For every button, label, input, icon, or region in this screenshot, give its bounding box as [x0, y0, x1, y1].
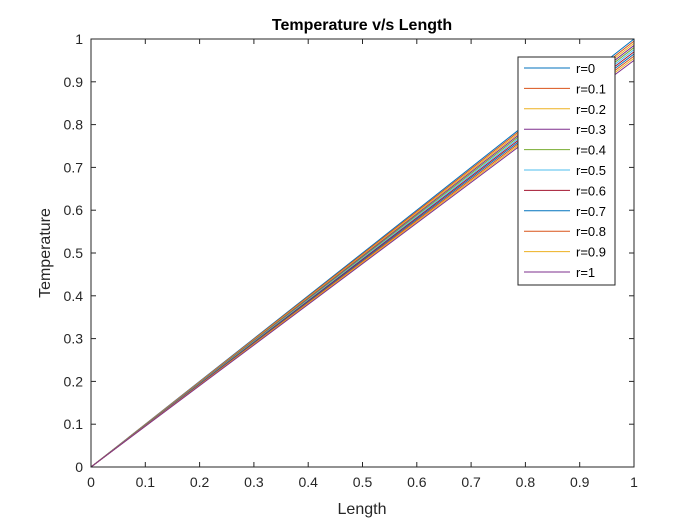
y-tick-label: 0.6	[64, 202, 84, 218]
y-tick-label: 0.9	[64, 74, 84, 90]
legend-label: r=0.3	[576, 122, 606, 137]
chart-title: Temperature v/s Length	[272, 17, 452, 34]
x-tick-label: 0.6	[407, 474, 427, 490]
legend-label: r=0.4	[576, 143, 606, 158]
legend-label: r=1	[576, 265, 595, 280]
x-tick-label: 0.5	[353, 474, 373, 490]
y-tick-label: 0.5	[64, 245, 84, 261]
x-axis-label: Length	[338, 501, 387, 518]
x-tick-label: 0.4	[298, 474, 318, 490]
x-tick-label: 0.7	[461, 474, 481, 490]
y-tick-label: 0.1	[64, 416, 84, 432]
y-axis-label: Temperature	[37, 208, 54, 298]
x-tick-label: 0.9	[570, 474, 590, 490]
legend-label: r=0.8	[576, 224, 606, 239]
y-tick-label: 0.4	[64, 288, 84, 304]
y-tick-label: 0.3	[64, 331, 84, 347]
x-tick-label: 0.8	[516, 474, 536, 490]
y-tick-label: 0.2	[64, 373, 84, 389]
x-tick-label: 0.3	[244, 474, 264, 490]
legend-label: r=0.1	[576, 81, 606, 96]
x-tick-label: 1	[630, 474, 638, 490]
x-tick-label: 0.1	[136, 474, 156, 490]
legend: r=0 r=0.1 r=0.2 r=0.3 r=0.4 r=0.5 r=0.6 r=0.7 r=…	[518, 57, 615, 285]
legend-label: r=0.7	[576, 204, 606, 219]
y-tick-label: 0.8	[64, 117, 84, 133]
legend-label: r=0.5	[576, 163, 606, 178]
y-tick-label: 1	[75, 31, 83, 47]
legend-label: r=0	[576, 61, 595, 76]
legend-label: r=0.2	[576, 102, 606, 117]
x-tick-label: 0	[87, 474, 95, 490]
y-tick-label: 0	[75, 459, 83, 475]
legend-label: r=0.9	[576, 245, 606, 260]
y-tick-label: 0.7	[64, 159, 84, 175]
legend-label: r=0.6	[576, 183, 606, 198]
x-tick-label: 0.2	[190, 474, 210, 490]
